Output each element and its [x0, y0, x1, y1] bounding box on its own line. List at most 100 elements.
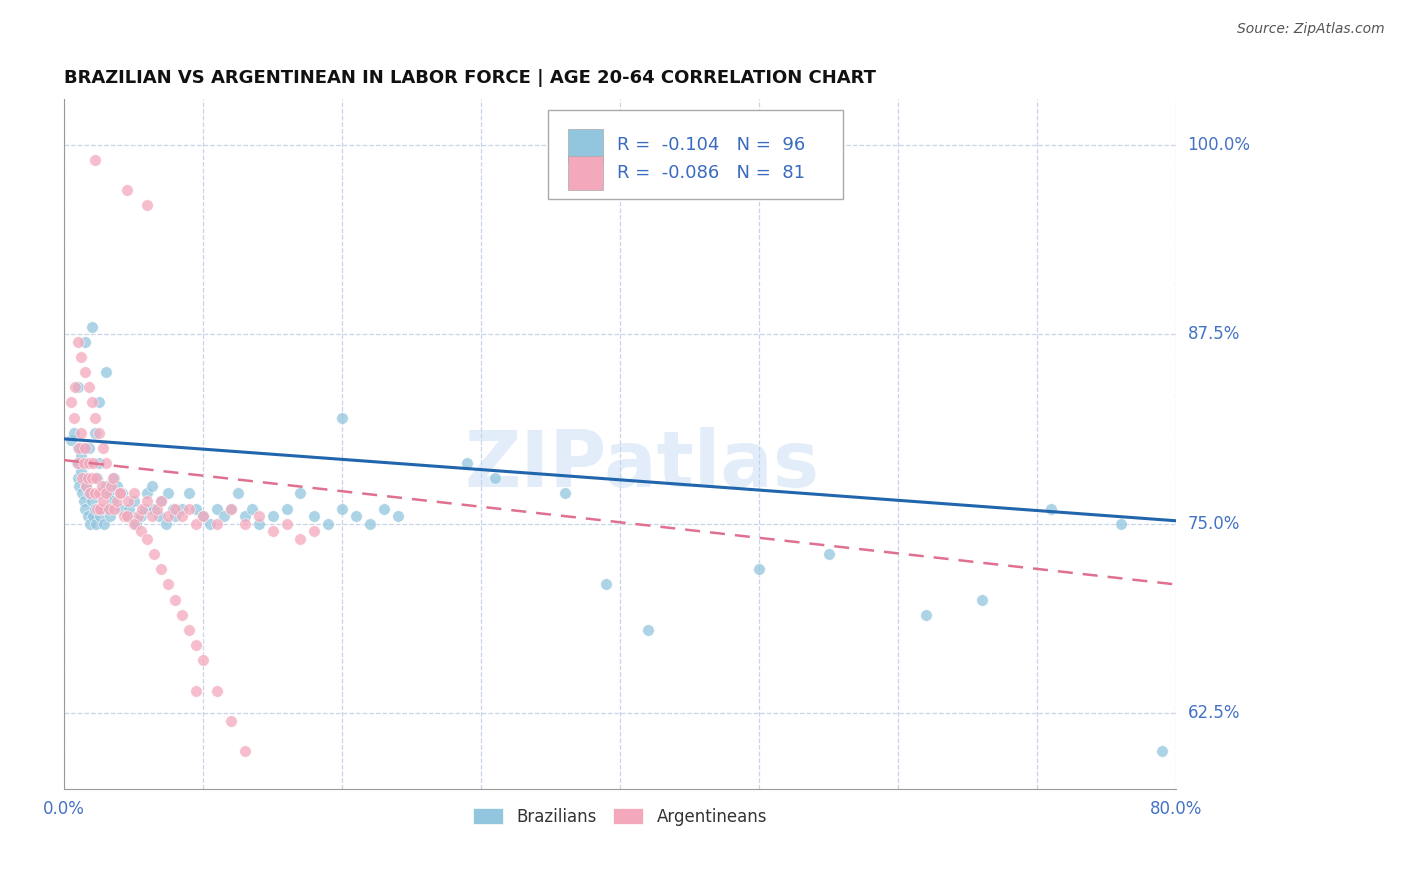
Point — [86, 471, 108, 485]
Text: 87.5%: 87.5% — [1188, 326, 1240, 343]
Point — [77, 486, 100, 500]
Point — [150, 494, 173, 508]
Point — [129, 524, 152, 539]
Point — [115, 509, 138, 524]
Point — [90, 479, 112, 493]
Point — [122, 486, 145, 500]
Point — [67, 441, 90, 455]
Point — [76, 471, 98, 485]
Point — [105, 494, 128, 508]
Point — [136, 494, 159, 508]
FancyBboxPatch shape — [548, 110, 842, 199]
Point — [1109, 516, 1132, 531]
Point — [143, 547, 166, 561]
Text: 100.0%: 100.0% — [1188, 136, 1250, 153]
Point — [456, 456, 478, 470]
Point — [83, 501, 105, 516]
Point — [226, 486, 249, 500]
Point — [359, 516, 381, 531]
Point — [98, 509, 121, 524]
Point — [205, 683, 228, 698]
Point — [65, 456, 87, 470]
Point — [91, 494, 114, 508]
Point — [108, 486, 131, 500]
Point — [129, 509, 152, 524]
Point — [157, 509, 180, 524]
Point — [122, 516, 145, 531]
Point — [117, 494, 139, 508]
Point — [83, 486, 105, 500]
Point — [191, 509, 214, 524]
Point — [212, 509, 235, 524]
Point — [80, 471, 103, 485]
Point — [233, 516, 256, 531]
Point — [247, 509, 270, 524]
Point — [817, 547, 839, 561]
Point — [115, 509, 138, 524]
Point — [122, 494, 145, 508]
Point — [83, 410, 105, 425]
Point — [84, 471, 107, 485]
Point — [70, 486, 93, 500]
Point — [136, 486, 159, 500]
Point — [131, 501, 153, 516]
Point — [94, 486, 117, 500]
Point — [79, 516, 101, 531]
Point — [97, 501, 120, 516]
Point — [66, 456, 89, 470]
Point — [94, 456, 117, 470]
Point — [165, 592, 187, 607]
Point — [62, 410, 84, 425]
Point — [76, 509, 98, 524]
Point — [66, 441, 89, 455]
Point — [77, 456, 100, 470]
Point — [184, 501, 207, 516]
Point — [94, 479, 117, 493]
Point — [62, 425, 84, 440]
Point — [90, 486, 112, 500]
Point — [233, 744, 256, 758]
Point — [136, 532, 159, 546]
Text: Source: ZipAtlas.com: Source: ZipAtlas.com — [1237, 22, 1385, 37]
Point — [233, 509, 256, 524]
Point — [595, 577, 617, 591]
Point — [127, 509, 149, 524]
Point — [247, 516, 270, 531]
Point — [80, 471, 103, 485]
Point — [165, 509, 187, 524]
Point — [387, 509, 409, 524]
Point — [172, 509, 194, 524]
Point — [83, 153, 105, 167]
Text: R =  -0.086   N =  81: R = -0.086 N = 81 — [617, 164, 804, 182]
Point — [637, 623, 659, 637]
Point — [276, 516, 298, 531]
Point — [290, 486, 312, 500]
Point — [87, 501, 110, 516]
Point — [344, 509, 367, 524]
Point — [105, 479, 128, 493]
Point — [69, 449, 91, 463]
Legend: Brazilians, Argentineans: Brazilians, Argentineans — [467, 801, 773, 832]
Point — [70, 471, 93, 485]
Point — [554, 486, 576, 500]
Point — [191, 653, 214, 667]
Point — [172, 607, 194, 622]
Point — [87, 486, 110, 500]
Point — [484, 471, 506, 485]
Point — [82, 509, 104, 524]
Point — [141, 509, 163, 524]
Point — [73, 365, 96, 379]
Point — [141, 479, 163, 493]
Point — [75, 479, 97, 493]
Point — [91, 501, 114, 516]
Point — [184, 638, 207, 652]
Point — [86, 501, 108, 516]
Point — [70, 441, 93, 455]
Point — [108, 501, 131, 516]
Point — [373, 501, 395, 516]
Point — [111, 486, 134, 500]
Point — [66, 471, 89, 485]
Point — [73, 501, 96, 516]
Text: BRAZILIAN VS ARGENTINEAN IN LABOR FORCE | AGE 20-64 CORRELATION CHART: BRAZILIAN VS ARGENTINEAN IN LABOR FORCE … — [65, 69, 876, 87]
Point — [77, 380, 100, 394]
